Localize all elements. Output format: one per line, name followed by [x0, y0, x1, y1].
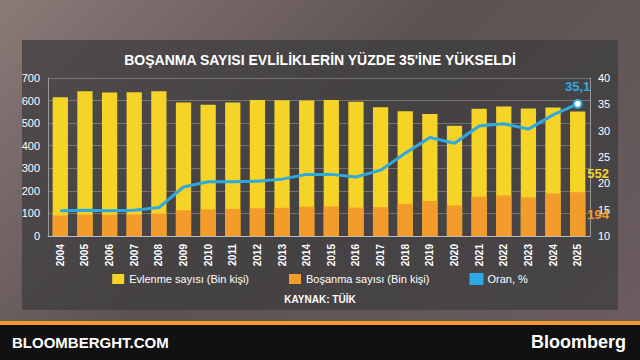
svg-text:2021: 2021	[474, 244, 485, 267]
svg-text:2024: 2024	[548, 244, 559, 267]
svg-text:2009: 2009	[178, 244, 189, 267]
svg-text:35: 35	[598, 98, 610, 110]
svg-text:2018: 2018	[400, 244, 411, 267]
svg-text:2010: 2010	[203, 244, 214, 267]
svg-text:40: 40	[598, 72, 610, 84]
svg-text:35,1: 35,1	[565, 79, 590, 94]
svg-text:2004: 2004	[55, 244, 66, 267]
svg-text:2022: 2022	[498, 244, 509, 267]
svg-text:2008: 2008	[153, 244, 164, 267]
svg-text:2011: 2011	[227, 244, 238, 266]
svg-text:Oran, %: Oran, %	[487, 273, 528, 285]
svg-text:Boşanma sayısı (Bin kişi): Boşanma sayısı (Bin kişi)	[306, 273, 429, 285]
svg-text:2025: 2025	[572, 244, 583, 267]
svg-text:Evlenme sayısı (Bin kişi): Evlenme sayısı (Bin kişi)	[129, 273, 249, 285]
svg-text:200: 200	[22, 185, 40, 197]
svg-text:2013: 2013	[277, 244, 288, 267]
svg-text:2020: 2020	[449, 244, 460, 267]
svg-text:2015: 2015	[326, 244, 337, 267]
svg-text:2007: 2007	[129, 244, 140, 267]
svg-text:500: 500	[22, 117, 40, 129]
svg-text:2019: 2019	[424, 244, 435, 267]
svg-text:20: 20	[598, 177, 611, 190]
svg-text:25: 25	[598, 151, 610, 163]
svg-text:2023: 2023	[523, 244, 534, 267]
svg-text:BOŞANMA SAYISI EVLİLİKLERİN YÜ: BOŞANMA SAYISI EVLİLİKLERİN YÜZDE 35'İNE…	[124, 52, 516, 68]
html-text:BLOOMBERGHT.COM: BLOOMBERGHT.COM	[12, 334, 169, 351]
html-text:Bloomberg: Bloomberg	[531, 332, 626, 352]
svg-text:30: 30	[598, 125, 610, 137]
svg-text:2014: 2014	[301, 244, 312, 267]
svg-text:2017: 2017	[375, 244, 386, 267]
svg-text:400: 400	[22, 140, 40, 152]
svg-text:552: 552	[587, 166, 609, 181]
svg-text:2006: 2006	[104, 244, 115, 267]
svg-text:0: 0	[34, 230, 40, 242]
svg-text:2005: 2005	[79, 244, 90, 267]
svg-text:KAYNAK: TÜİK: KAYNAK: TÜİK	[284, 293, 356, 305]
svg-text:2012: 2012	[252, 244, 263, 267]
svg-text:600: 600	[22, 95, 40, 107]
svg-text:700: 700	[22, 72, 40, 84]
svg-text:2016: 2016	[350, 244, 361, 267]
svg-text:194: 194	[587, 207, 609, 222]
svg-text:300: 300	[22, 162, 40, 174]
svg-text:10: 10	[598, 230, 610, 242]
svg-text:100: 100	[22, 207, 40, 219]
